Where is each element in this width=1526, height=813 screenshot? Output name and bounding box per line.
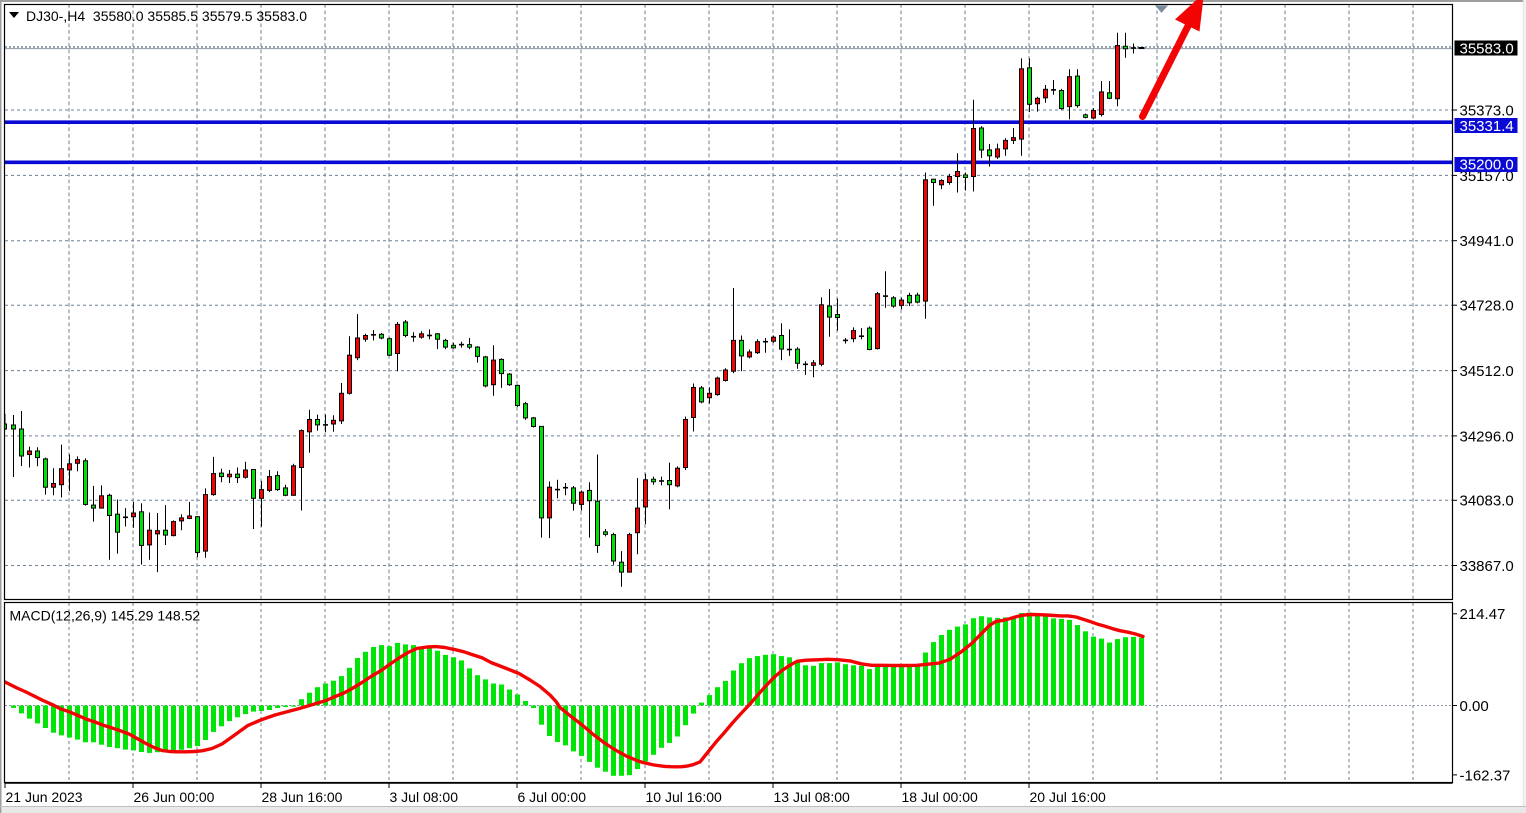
svg-text:26 Jun 00:00: 26 Jun 00:00 bbox=[134, 789, 215, 805]
svg-text:35331.4: 35331.4 bbox=[1460, 118, 1514, 135]
svg-text:MACD(12,26,9) 145.29 148.52: MACD(12,26,9) 145.29 148.52 bbox=[10, 608, 201, 624]
svg-text:0.00: 0.00 bbox=[1460, 698, 1489, 715]
svg-text:34083.0: 34083.0 bbox=[1460, 493, 1514, 510]
svg-text:10 Jul 16:00: 10 Jul 16:00 bbox=[646, 789, 722, 805]
svg-text:33867.0: 33867.0 bbox=[1460, 558, 1514, 575]
svg-text:6 Jul 00:00: 6 Jul 00:00 bbox=[518, 789, 587, 805]
svg-text:13 Jul 08:00: 13 Jul 08:00 bbox=[774, 789, 850, 805]
svg-text:35157.0: 35157.0 bbox=[1460, 168, 1514, 185]
svg-text:21 Jun 2023: 21 Jun 2023 bbox=[6, 789, 83, 805]
svg-text:34941.0: 34941.0 bbox=[1460, 233, 1514, 250]
svg-text:35583.0: 35583.0 bbox=[1460, 41, 1514, 58]
svg-text:34728.0: 34728.0 bbox=[1460, 298, 1514, 315]
svg-text:35200.0: 35200.0 bbox=[1460, 157, 1514, 174]
svg-text:20 Jul 16:00: 20 Jul 16:00 bbox=[1030, 789, 1106, 805]
svg-text:34512.0: 34512.0 bbox=[1460, 363, 1514, 380]
svg-text:-162.37: -162.37 bbox=[1460, 767, 1511, 784]
svg-text:214.47: 214.47 bbox=[1460, 606, 1506, 623]
svg-text:35373.0: 35373.0 bbox=[1460, 102, 1514, 119]
svg-text:28 Jun 16:00: 28 Jun 16:00 bbox=[262, 789, 343, 805]
svg-text:34296.0: 34296.0 bbox=[1460, 428, 1514, 445]
svg-text:DJ30-,H4 35580.0 35585.5 3557: DJ30-,H4 35580.0 35585.5 35579.5 35583.0 bbox=[26, 8, 307, 24]
svg-text:3 Jul 08:00: 3 Jul 08:00 bbox=[390, 789, 459, 805]
svg-text:18 Jul 00:00: 18 Jul 00:00 bbox=[902, 789, 978, 805]
